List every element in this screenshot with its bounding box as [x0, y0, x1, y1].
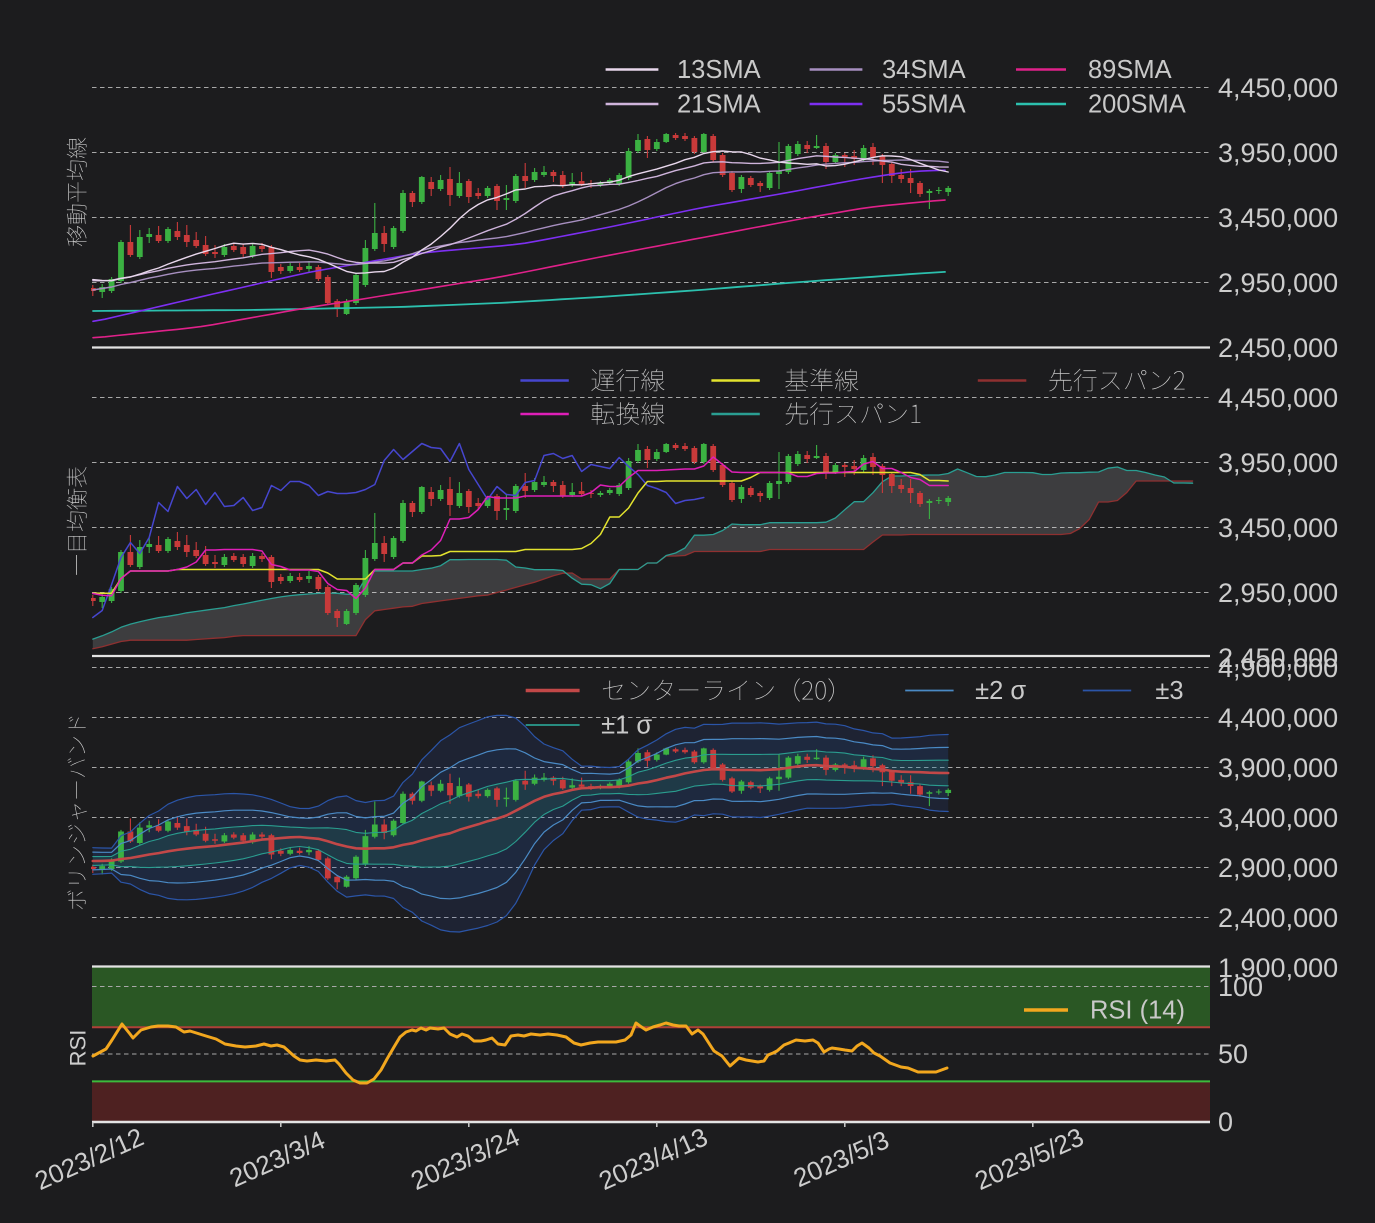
svg-text:4,900,000: 4,900,000 [1218, 653, 1338, 683]
svg-text:3,450,000: 3,450,000 [1218, 513, 1338, 543]
svg-text:34SMA: 34SMA [882, 56, 966, 84]
svg-text:200SMA: 200SMA [1088, 91, 1186, 119]
svg-text:4,400,000: 4,400,000 [1218, 703, 1338, 733]
svg-text:3,950,000: 3,950,000 [1218, 138, 1338, 168]
svg-text:4,450,000: 4,450,000 [1218, 73, 1338, 103]
svg-text:±3: ±3 [1155, 677, 1183, 705]
svg-text:50: 50 [1218, 1039, 1248, 1069]
svg-text:89SMA: 89SMA [1088, 56, 1172, 84]
svg-text:0: 0 [1218, 1107, 1233, 1137]
svg-text:3,900,000: 3,900,000 [1218, 753, 1338, 783]
svg-text:2,950,000: 2,950,000 [1218, 578, 1338, 608]
svg-text:13SMA: 13SMA [677, 56, 761, 84]
svg-text:4,450,000: 4,450,000 [1218, 383, 1338, 413]
svg-text:2,900,000: 2,900,000 [1218, 853, 1338, 883]
svg-text:RSI: RSI [66, 1030, 91, 1067]
svg-text:1,900,000: 1,900,000 [1218, 953, 1338, 983]
svg-text:2,950,000: 2,950,000 [1218, 268, 1338, 298]
svg-text:21SMA: 21SMA [677, 91, 761, 119]
svg-text:3,950,000: 3,950,000 [1218, 448, 1338, 478]
svg-text:2,450,000: 2,450,000 [1218, 643, 1338, 673]
svg-text:±2 σ: ±2 σ [975, 677, 1026, 705]
svg-text:RSI (14): RSI (14) [1090, 997, 1185, 1025]
svg-text:2,400,000: 2,400,000 [1218, 903, 1338, 933]
svg-text:3,450,000: 3,450,000 [1218, 203, 1338, 233]
svg-text:2,450,000: 2,450,000 [1218, 333, 1338, 363]
svg-text:±1 σ: ±1 σ [601, 712, 652, 740]
svg-text:55SMA: 55SMA [882, 91, 966, 119]
svg-text:3,400,000: 3,400,000 [1218, 803, 1338, 833]
svg-text:100: 100 [1218, 972, 1263, 1002]
